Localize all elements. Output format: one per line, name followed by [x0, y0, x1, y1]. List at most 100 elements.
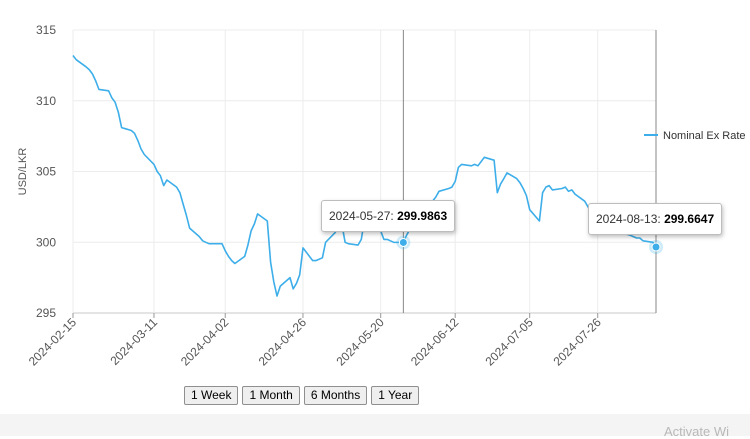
data-point — [133, 132, 135, 134]
data-point — [519, 182, 521, 184]
legend[interactable]: Nominal Ex Rate — [644, 130, 746, 142]
data-point — [496, 192, 498, 194]
data-point — [231, 259, 233, 261]
data-point — [198, 235, 200, 237]
footer-strip — [0, 414, 750, 436]
data-point — [435, 196, 437, 198]
y-tick-label: 315 — [36, 23, 56, 37]
data-point — [143, 153, 145, 155]
data-point — [243, 255, 245, 257]
data-point — [256, 213, 258, 215]
data-point — [175, 186, 177, 188]
data-point — [247, 244, 249, 246]
data-point — [470, 165, 472, 167]
data-point — [269, 261, 271, 263]
windows-activation-watermark: Activate Wi — [664, 424, 730, 439]
data-point — [182, 203, 184, 205]
data-point — [321, 257, 323, 259]
tooltip-value: 299.9863 — [397, 209, 448, 223]
data-point — [344, 241, 346, 243]
x-tick-label: 2024-07-05 — [482, 315, 536, 369]
x-tick-label: 2024-04-26 — [256, 315, 310, 369]
y-axis-title: USD/LKR — [17, 148, 29, 196]
series-layer — [72, 55, 657, 297]
line-chart: 295 300 305 310 315 2024-02-15 2024-03-11 2024-… — [17, 23, 746, 369]
data-point — [227, 255, 229, 257]
data-point — [166, 179, 168, 181]
data-point — [205, 241, 207, 243]
data-point — [538, 220, 540, 222]
grid-lines — [72, 29, 656, 314]
crosshairs — [402, 30, 657, 313]
data-point — [234, 262, 236, 264]
data-point — [266, 220, 268, 222]
tooltip-date: 2024-05-27 — [329, 209, 391, 223]
x-tick-label: 2024-05-20 — [334, 315, 388, 369]
data-point — [480, 160, 482, 162]
data-point — [130, 129, 132, 131]
data-point — [162, 184, 164, 186]
data-point — [525, 194, 527, 196]
data-point — [357, 244, 359, 246]
data-point — [117, 111, 119, 113]
data-point — [98, 88, 100, 90]
data-point — [383, 238, 385, 240]
data-point — [639, 237, 641, 239]
data-point — [635, 237, 637, 239]
data-point — [493, 159, 495, 161]
data-point — [185, 214, 187, 216]
data-point — [545, 186, 547, 188]
range-selector: 1 Week 1 Month 6 Months 1 Year — [184, 386, 420, 405]
data-point — [389, 240, 391, 242]
data-point — [302, 247, 304, 249]
data-point — [85, 66, 87, 68]
data-point — [120, 126, 122, 128]
data-point — [153, 163, 155, 165]
data-point — [94, 80, 96, 82]
range-6-months-button[interactable]: 6 Months — [303, 386, 368, 405]
range-1-week-button[interactable]: 1 Week — [184, 386, 239, 405]
data-point — [548, 184, 550, 186]
y-tick-label: 305 — [36, 165, 56, 179]
data-point — [551, 189, 553, 191]
axes: 295 300 305 310 315 2024-02-15 2024-03-11 2024-… — [17, 23, 657, 369]
tooltip-value: 299.6647 — [664, 212, 715, 226]
data-point — [156, 170, 158, 172]
data-point — [567, 190, 569, 192]
data-point — [574, 193, 576, 195]
data-point — [571, 189, 573, 191]
data-point — [140, 148, 142, 150]
x-tick-label: 2024-04-02 — [178, 315, 232, 369]
data-point — [250, 230, 252, 232]
x-tick-label: 2024-06-12 — [408, 315, 462, 369]
data-point — [224, 250, 226, 252]
range-1-month-button[interactable]: 1 Month — [242, 386, 300, 405]
data-point — [584, 200, 586, 202]
data-point — [88, 68, 90, 70]
data-point — [564, 186, 566, 188]
data-point — [311, 259, 313, 261]
kebab-menu-icon[interactable]: ⋮ — [744, 34, 750, 50]
tooltip-date: 2024-08-13 — [596, 212, 658, 226]
data-point — [347, 242, 349, 244]
highlight-point — [398, 237, 408, 247]
data-point — [111, 97, 113, 99]
data-point — [483, 156, 485, 158]
data-point — [299, 274, 301, 276]
data-point — [201, 240, 203, 242]
data-point — [632, 235, 634, 237]
data-point — [360, 238, 362, 240]
x-tick-label: 2024-03-11 — [107, 315, 160, 368]
data-point — [75, 59, 77, 61]
data-point — [137, 139, 139, 141]
data-point — [503, 177, 505, 179]
data-point — [324, 241, 326, 243]
data-point — [457, 166, 459, 168]
range-1-year-button[interactable]: 1 Year — [371, 386, 420, 405]
highlight-point — [651, 242, 661, 252]
data-point — [392, 241, 394, 243]
tooltip: 2024-05-27: 299.9863 — [321, 200, 456, 232]
data-point — [188, 227, 190, 229]
data-point — [253, 223, 255, 225]
data-point — [276, 295, 278, 297]
